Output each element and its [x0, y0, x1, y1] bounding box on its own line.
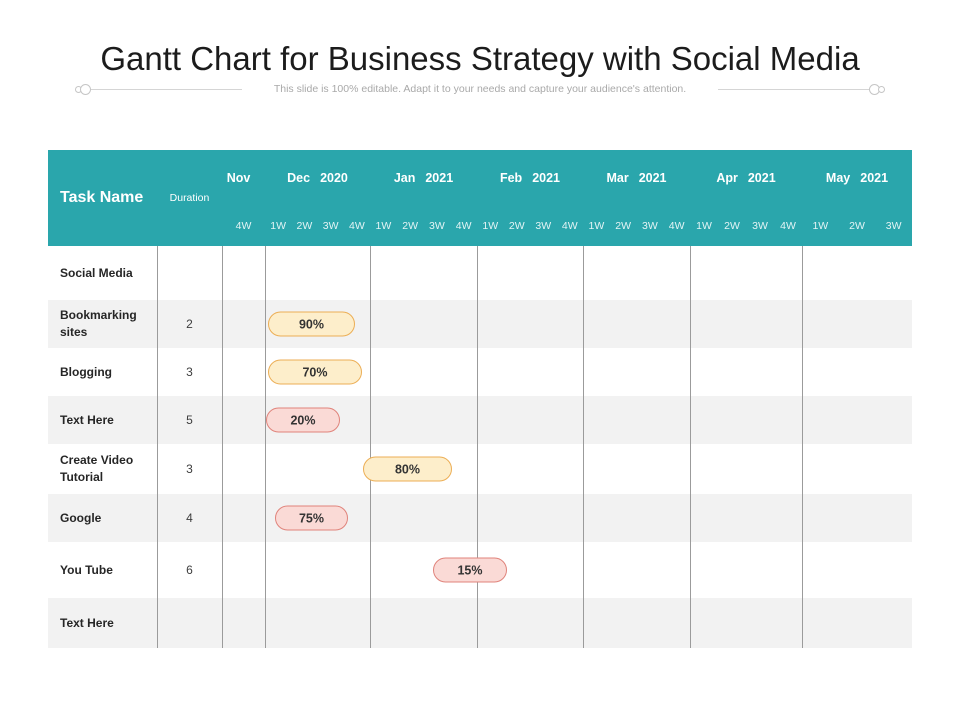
month-label: Apr [716, 171, 738, 185]
table-row-create-video-tutorial: Create Video Tutorial 3 80% [48, 444, 912, 494]
duration-header: Duration [169, 192, 210, 204]
week-label: 3W [752, 219, 768, 232]
month-header-feb: Feb 2021 1W 2W 3W 4W [477, 150, 583, 246]
gridline-may [802, 246, 803, 648]
task-name: Social Media [60, 265, 133, 280]
task-duration [157, 598, 222, 648]
week-label: 4W [668, 219, 685, 232]
gantt-header: Task Name Duration Nov 4W Dec 2020 1W 2W … [48, 150, 912, 246]
task-name-header: Task Name [60, 189, 144, 206]
subtitle-row: This slide is 100% editable. Adapt it to… [75, 81, 886, 97]
task-name: Text Here [60, 615, 114, 630]
week-label: 2W [296, 219, 313, 232]
month-year: 2021 [747, 171, 776, 185]
week-label: 1W [482, 219, 499, 232]
task-duration [157, 246, 222, 300]
task-name: Google [60, 510, 102, 525]
table-row-text-here-1: Text Here 5 20% [48, 396, 912, 444]
gantt-bar-blogging: 70% [268, 359, 362, 385]
month-label: Dec [287, 171, 311, 185]
gridline-apr [690, 246, 691, 648]
right-divider-line [718, 88, 870, 90]
week-label: 1W [270, 219, 286, 232]
task-name: You Tube [60, 562, 113, 577]
table-row-you-tube: You Tube 6 15% [48, 542, 912, 598]
gantt-bar-text-here: 20% [266, 407, 340, 433]
week-label: 2W [724, 219, 740, 232]
gridline-mar [583, 246, 584, 648]
week-label: 4W [455, 219, 472, 232]
task-name: Create Video Tutorial [60, 453, 134, 484]
gantt-bar-bookmarking: 90% [268, 311, 355, 337]
week-label: 3W [642, 219, 658, 232]
table-row-social-media: Social Media [48, 246, 912, 300]
page-title: Gantt Chart for Business Strategy with S… [100, 40, 860, 77]
left-divider-line [91, 88, 242, 90]
subtitle-text: This slide is 100% editable. Adapt it to… [273, 83, 687, 95]
gantt-bar-create-video-tutorial: 80% [363, 456, 452, 482]
month-header-jan: Jan 2021 1W 2W 3W 4W [370, 150, 477, 246]
week-label: 4W [561, 219, 578, 232]
gantt-bar-google: 75% [275, 505, 348, 531]
week-label: 1W [812, 219, 829, 232]
week-label: 3W [322, 219, 339, 232]
task-name: Text Here [60, 412, 114, 427]
table-row-text-here-2: Text Here [48, 598, 912, 648]
week-label: 3W [885, 219, 902, 232]
gridline-dec [265, 246, 266, 648]
gantt-chart: Task Name Duration Nov 4W Dec 2020 1W 2W … [48, 150, 912, 648]
month-year: 2021 [425, 171, 454, 185]
week-label: 1W [375, 219, 392, 232]
week-label: 2W [508, 219, 525, 232]
week-label: 4W [349, 219, 365, 232]
month-header-dec: Dec 2020 1W 2W 3W 4W [265, 150, 370, 246]
month-label: Feb [499, 171, 523, 185]
left-chain-ornament-icon [75, 83, 91, 95]
month-year: 2021 [532, 171, 561, 185]
month-year: 2021 [638, 171, 667, 185]
week-label: 4W [235, 219, 252, 232]
month-header-nov: Nov 4W [222, 150, 265, 246]
task-name: Bookmarking sites [60, 308, 137, 339]
week-label: 1W [696, 219, 712, 232]
month-label: Mar [606, 171, 629, 185]
task-duration: 3 [186, 365, 193, 379]
table-row-blogging: Blogging 3 70% [48, 348, 912, 396]
task-duration: 2 [186, 317, 193, 331]
month-year: 2021 [860, 171, 889, 185]
table-row-bookmarking-sites: Bookmarking sites 2 90% [48, 300, 912, 348]
month-header-apr: Apr 2021 1W 2W 3W 4W [690, 150, 802, 246]
task-duration: 3 [186, 462, 193, 476]
gridline-nov [222, 246, 223, 648]
table-row-google: Google 4 75% [48, 494, 912, 542]
week-label: 4W [780, 219, 796, 232]
task-duration: 4 [186, 511, 193, 525]
month-year: 2020 [320, 171, 348, 185]
gantt-body: Social Media Bookmarking sites 2 90% Blo… [48, 246, 912, 648]
task-duration: 6 [186, 563, 193, 577]
gantt-bar-you-tube: 15% [433, 557, 507, 583]
week-label: 1W [588, 219, 605, 232]
month-label: May [825, 171, 851, 185]
gridline-jan [370, 246, 371, 648]
month-header-may: May 2021 1W 2W 3W [802, 150, 912, 246]
week-label: 2W [849, 219, 865, 232]
week-label: 2W [402, 219, 418, 232]
right-chain-ornament-icon [869, 83, 886, 95]
week-label: 3W [535, 219, 552, 232]
month-label: Jan [393, 171, 416, 185]
task-duration: 5 [186, 413, 193, 427]
month-header-mar: Mar 2021 1W 2W 3W 4W [583, 150, 690, 246]
gridline-feb [477, 246, 478, 648]
gridline-duration [157, 246, 158, 648]
month-label: Nov [226, 171, 251, 185]
week-label: 3W [429, 219, 445, 232]
task-name: Blogging [60, 364, 112, 379]
week-label: 2W [615, 219, 631, 232]
